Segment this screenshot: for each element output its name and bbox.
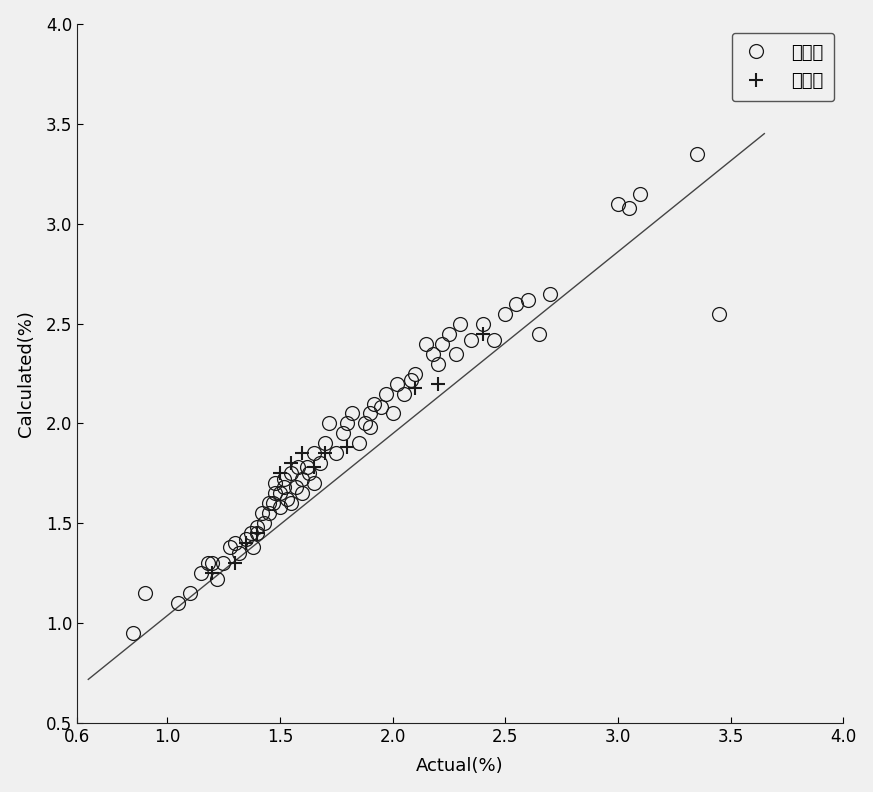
Legend: 校正集, 验证集: 校正集, 验证集 — [732, 32, 835, 101]
验证集 — [252, 529, 263, 539]
验证集 — [308, 463, 319, 472]
验证集 — [275, 469, 285, 478]
验证集 — [342, 443, 353, 452]
Y-axis label: Calculated(%): Calculated(%) — [17, 310, 35, 437]
校正集 — [245, 529, 256, 539]
校正集 — [714, 309, 725, 318]
验证集 — [297, 449, 307, 459]
验证集 — [207, 569, 217, 578]
校正集 — [203, 558, 213, 568]
Line: 校正集: 校正集 — [127, 147, 726, 641]
验证集 — [285, 459, 296, 468]
校正集 — [297, 489, 307, 498]
验证集 — [230, 558, 240, 568]
校正集 — [128, 629, 139, 638]
验证集 — [432, 379, 443, 388]
验证集 — [320, 449, 330, 459]
X-axis label: Actual(%): Actual(%) — [416, 757, 504, 775]
Line: 验证集: 验证集 — [205, 326, 490, 581]
验证集 — [409, 383, 420, 392]
校正集 — [691, 149, 702, 158]
校正集 — [275, 503, 285, 512]
校正集 — [315, 459, 326, 468]
校正集 — [399, 389, 409, 398]
验证集 — [478, 329, 488, 338]
验证集 — [241, 539, 251, 548]
